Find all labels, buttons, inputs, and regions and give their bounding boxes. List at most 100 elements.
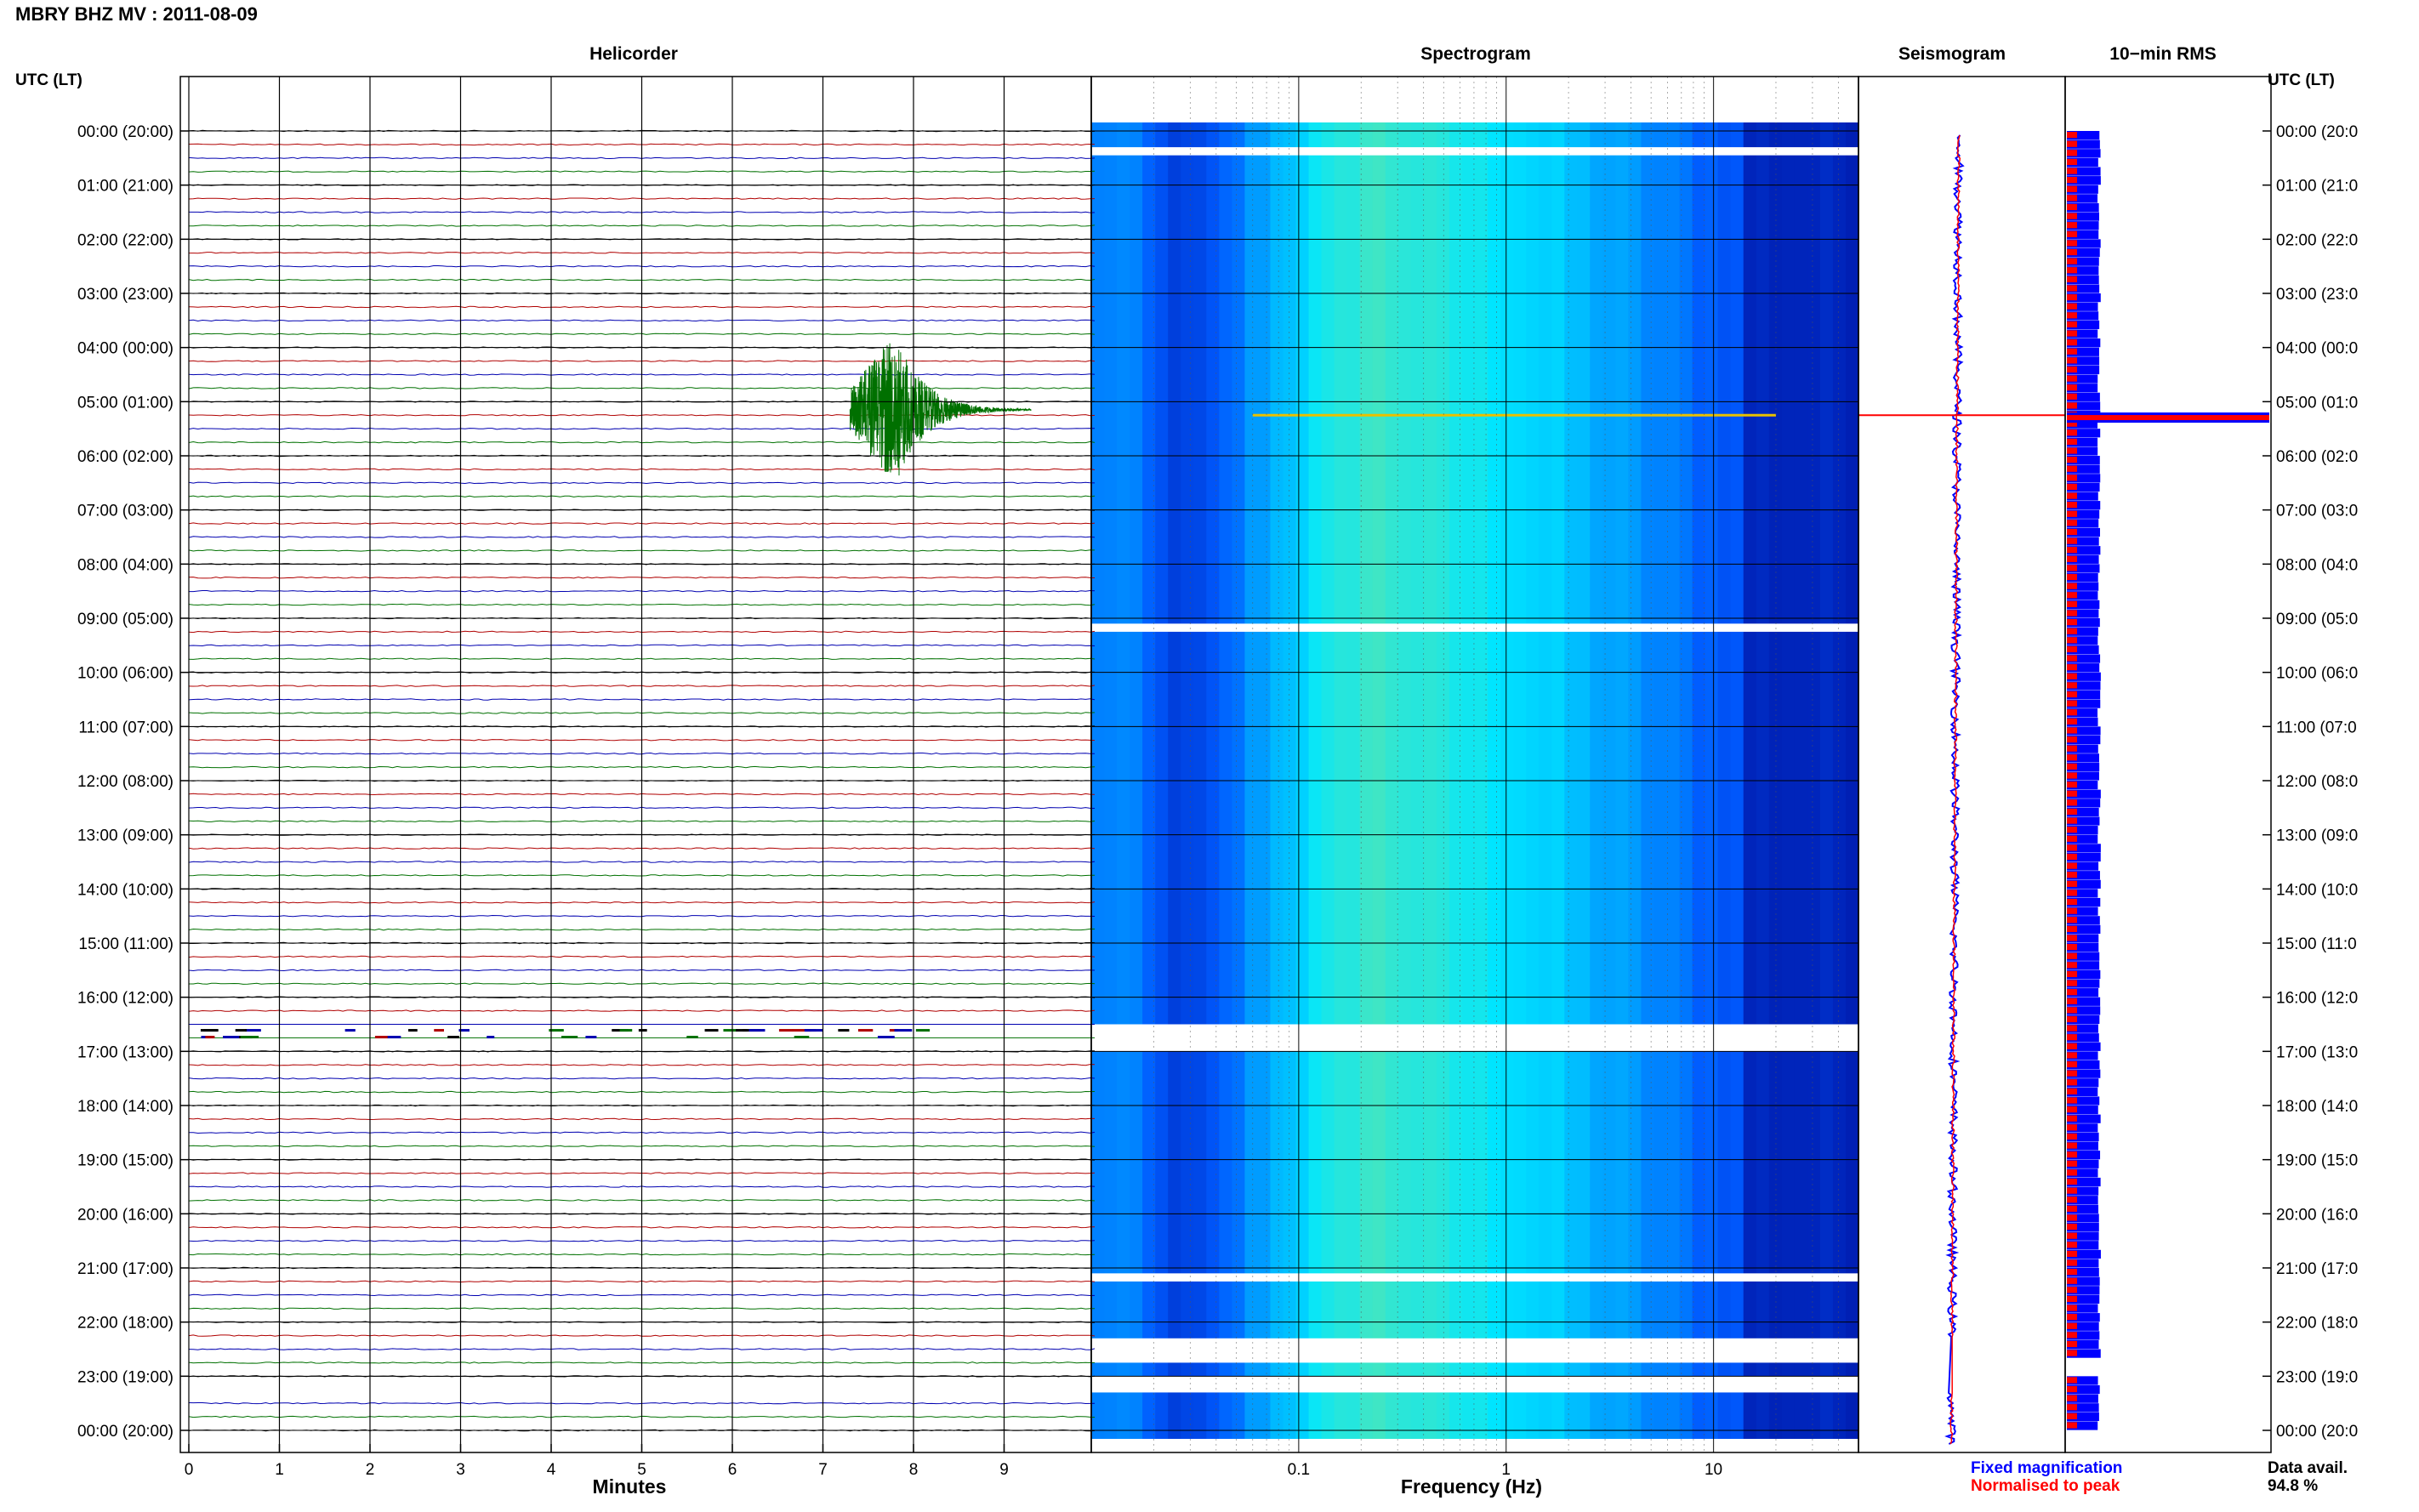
helicorder-dropout: [894, 1029, 913, 1032]
rms-fixed-bar: [2067, 762, 2100, 771]
right-time-tick-label: 15:00 (11:0: [2276, 935, 2357, 953]
rms-normalised-bar: [2067, 1106, 2077, 1113]
helicorder-dropout: [686, 1036, 698, 1039]
rms-normalised-bar: [2067, 619, 2077, 626]
helicorder-x-tick-label: 3: [456, 1461, 465, 1479]
rms-fixed-bar: [2067, 699, 2101, 708]
rms-normalised-bar: [2067, 763, 2077, 770]
seismogram-frame: [1858, 76, 2066, 1453]
rms-event-bar-normalised: [2067, 415, 2269, 421]
rms-normalised-bar: [2067, 520, 2077, 526]
left-time-tick-label: 18:00 (14:00): [77, 1098, 174, 1116]
rms-fixed-bar: [2067, 1106, 2098, 1115]
helicorder-dropout: [235, 1029, 248, 1032]
left-time-tick-label: 03:00 (23:00): [77, 286, 174, 304]
left-time-tick-label: 13:00 (09:00): [77, 827, 174, 845]
rms-fixed-bar: [2067, 501, 2101, 510]
rms-normalised-bar: [2067, 1178, 2077, 1185]
rms-fixed-bar: [2067, 293, 2101, 303]
rms-normalised-bar: [2067, 447, 2077, 454]
left-time-tick-label: 17:00 (13:00): [77, 1043, 174, 1061]
rms-fixed-bar: [2067, 419, 2098, 429]
left-time-tick-label: 19:00 (15:00): [77, 1152, 174, 1170]
rms-fixed-bar: [2067, 609, 2099, 618]
rms-normalised-bar: [2067, 980, 2077, 986]
rms-normalised-bar: [2067, 1242, 2077, 1248]
rms-normalised-bar: [2067, 555, 2077, 562]
helicorder-dropout: [638, 1029, 647, 1032]
rms-fixed-bar: [2067, 916, 2100, 925]
spectrogram-gap: [1091, 147, 1858, 156]
rms-fixed-bar: [2067, 681, 2101, 691]
rms-fixed-bar: [2067, 338, 2101, 348]
rms-fixed-bar: [2067, 1078, 2099, 1088]
helicorder-dropout: [723, 1029, 737, 1032]
helicorder-dropout: [374, 1036, 388, 1039]
rms-fixed-bar: [2067, 979, 2100, 988]
helicorder-x-tick-label: 8: [909, 1461, 919, 1479]
helicorder-dropout: [549, 1029, 564, 1032]
helicorder-dropout: [792, 1029, 811, 1032]
left-time-tick-label: 06:00 (02:00): [77, 448, 174, 466]
rms-normalised-bar: [2067, 1232, 2077, 1239]
rms-fixed-bar: [2067, 1096, 2100, 1106]
rms-fixed-bar: [2067, 474, 2101, 483]
rms-normalised-bar: [2067, 970, 2077, 978]
rms-normalised-bar: [2067, 230, 2077, 237]
rms-fixed-bar: [2067, 690, 2101, 700]
rms-normalised-bar: [2067, 772, 2077, 779]
rms-fixed-bar: [2067, 1006, 2101, 1015]
rms-fixed-bar: [2067, 844, 2101, 853]
seismogram-normalised-trace: [1949, 134, 1961, 1445]
right-time-tick-label: 00:00 (20:0: [2276, 1423, 2358, 1441]
rms-fixed-bar: [2067, 546, 2101, 555]
right-time-tick-label: 21:00 (17:0: [2276, 1260, 2358, 1278]
right-time-tick-label: 12:00 (08:0: [2276, 773, 2358, 791]
rms-fixed-bar: [2067, 988, 2099, 998]
seismogram-fixed-trace: [1944, 134, 1965, 1445]
rms-fixed-bar: [2067, 1322, 2099, 1331]
rms-fixed-bar: [2067, 582, 2099, 591]
rms-fixed-bar: [2067, 871, 2100, 880]
rms-fixed-bar: [2067, 1168, 2098, 1178]
rms-normalised-bar: [2067, 312, 2077, 319]
rms-normalised-bar: [2067, 1070, 2077, 1077]
rms-fixed-bar: [2067, 852, 2101, 862]
rms-normalised-bar: [2067, 1088, 2077, 1094]
rms-fixed-bar: [2067, 1349, 2101, 1358]
left-time-tick-label: 14:00 (10:00): [77, 881, 174, 899]
right-time-tick-label: 22:00 (18:0: [2276, 1315, 2358, 1333]
rms-normalised-bar: [2067, 339, 2077, 346]
helicorder-x-tick-label: 9: [999, 1461, 1009, 1479]
spectrogram-gap: [1091, 1024, 1858, 1052]
rms-fixed-bar: [2067, 185, 2098, 194]
rms-normalised-bar: [2067, 1043, 2077, 1049]
rms-normalised-bar: [2067, 1025, 2077, 1032]
helicorder-dropout: [736, 1029, 748, 1032]
right-time-tick-label: 20:00 (16:0: [2276, 1206, 2358, 1224]
rms-normalised-bar: [2067, 827, 2077, 833]
rms-fixed-bar: [2067, 1060, 2100, 1070]
rms-normalised-bar: [2067, 1160, 2077, 1167]
rms-normalised-bar: [2067, 1277, 2077, 1284]
helicorder-x-tick-label: 6: [728, 1461, 737, 1479]
rms-fixed-bar: [2067, 826, 2098, 835]
rms-normalised-bar: [2067, 393, 2077, 400]
helicorder-dropout: [408, 1029, 418, 1032]
rms-normalised-bar: [2067, 348, 2077, 355]
rms-normalised-bar: [2067, 782, 2077, 788]
rms-fixed-bar: [2067, 1033, 2099, 1043]
rms-fixed-bar: [2067, 627, 2098, 636]
right-time-tick-label: 08:00 (04:0: [2276, 556, 2358, 574]
x-tick-labels: 0 1 2 3 4 5 6 7 8 9 0.1 1 10: [185, 1444, 1722, 1479]
rms-fixed-bar: [2067, 1331, 2100, 1340]
rms-normalised-bar: [2067, 583, 2077, 589]
rms-fixed-bar: [2067, 1276, 2100, 1286]
rms-fixed-bar: [2067, 735, 2101, 745]
rms-normalised-bar: [2067, 817, 2077, 824]
rms-normalised-bar: [2067, 628, 2077, 634]
rms-normalised-bar: [2067, 872, 2077, 878]
rms-fixed-bar: [2067, 1051, 2098, 1060]
rms-fixed-bar: [2067, 663, 2100, 673]
rms-normalised-bar: [2067, 727, 2077, 734]
